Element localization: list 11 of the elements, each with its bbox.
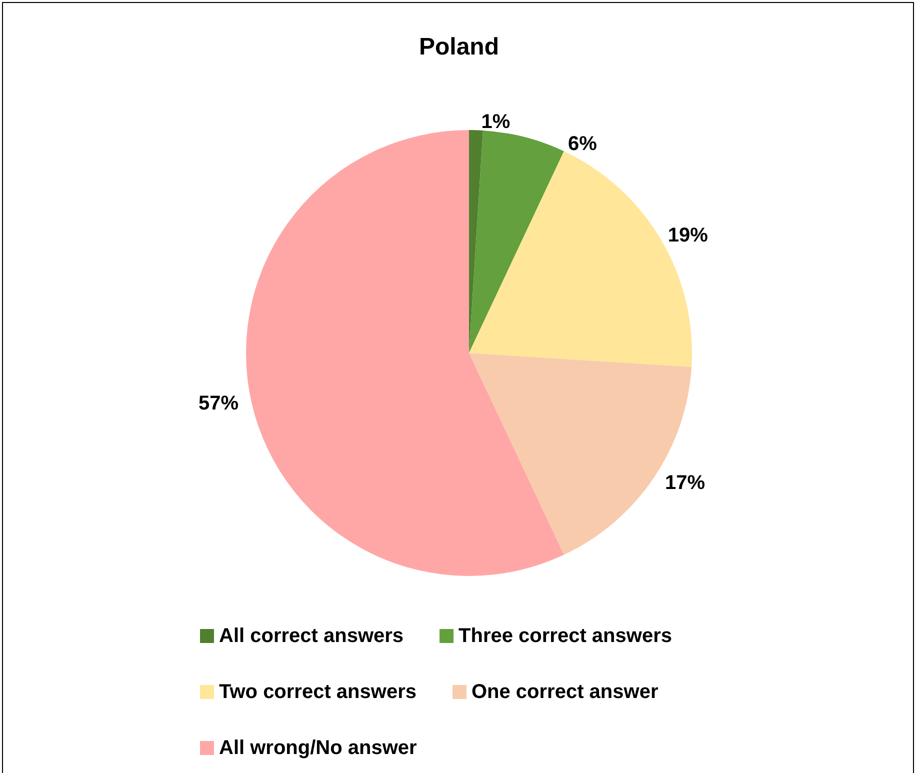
data-label: 57% bbox=[198, 392, 239, 414]
legend-label: One correct answer bbox=[471, 681, 658, 703]
data-label: 17% bbox=[665, 472, 706, 494]
legend-label: Three correct answers bbox=[458, 625, 672, 647]
legend-label: All correct answers bbox=[219, 625, 404, 647]
data-label: 19% bbox=[668, 224, 708, 246]
chart-title: Poland bbox=[418, 34, 500, 60]
legend-label: All wrong/No answer bbox=[219, 737, 418, 759]
data-label: 1% bbox=[481, 111, 510, 134]
legend-label: Two correct answers bbox=[219, 681, 416, 703]
data-label: 6% bbox=[568, 133, 598, 156]
